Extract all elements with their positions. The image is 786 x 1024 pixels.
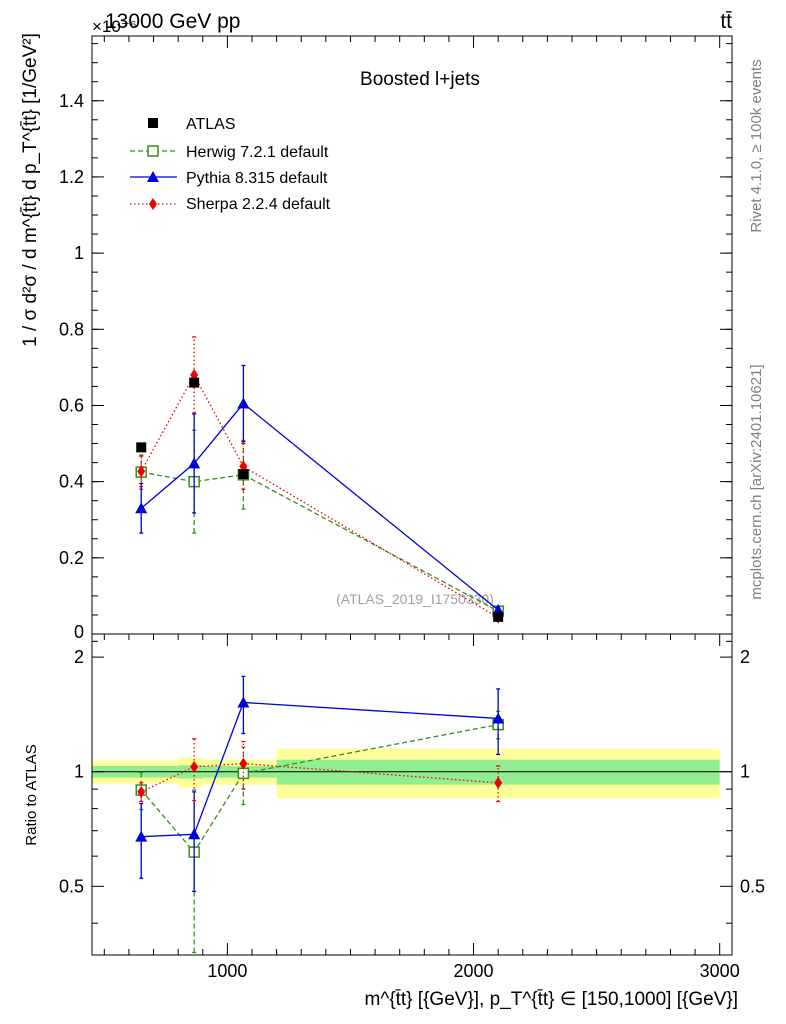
ratio-data-marks — [135, 675, 505, 954]
sherpa-marker — [137, 785, 146, 798]
pythia-marker — [135, 502, 148, 514]
main-y-tick-label: 1.4 — [59, 91, 84, 111]
main-panel: Boosted l+jets 1 / σ d²σ / d m^{t̄t} d p… — [20, 33, 733, 642]
legend-label-atlas: ATLAS — [186, 116, 236, 133]
sherpa-marker — [239, 757, 248, 770]
x-tick-label: 3000 — [700, 961, 740, 981]
pythia-marker — [135, 830, 148, 842]
header-exponent-label: ×10⁻⁶ — [92, 17, 137, 36]
pythia-marker — [237, 696, 250, 708]
legend-entry-sherpa: Sherpa 2.2.4 default — [130, 196, 331, 213]
x-tick-label: 1000 — [207, 961, 247, 981]
main-herwig-line — [141, 471, 499, 612]
main-y-axis-label: 1 / σ d²σ / d m^{t̄t} d p_T^{t̄t} [1/GeV… — [20, 33, 41, 347]
main-y-tick-label: 1 — [74, 243, 84, 263]
legend-marker-atlas — [148, 118, 158, 128]
mcplots-label: mcplots.cern.ch [arXiv:2401.10621] — [748, 364, 765, 599]
ratio-y-axis: 0.5 0.5 1 1 2 2 — [59, 640, 765, 924]
ratio-y-tick-label: 0.5 — [59, 876, 84, 896]
legend-entry-herwig: Herwig 7.2.1 default — [130, 144, 329, 161]
main-y-axis: 0.2 0.4 0.6 0.8 1 1.2 1.4 0 — [59, 43, 732, 642]
pythia-marker — [237, 397, 250, 409]
legend-label-sherpa: Sherpa 2.2.4 default — [186, 196, 331, 213]
legend-entry-atlas: ATLAS — [148, 116, 236, 133]
x-axis-label: m^{t̄t} [{GeV}], p_T^{t̄t} ∈ [150,1000] … — [365, 989, 738, 1010]
sherpa-marker — [494, 776, 503, 789]
atlas-marker — [238, 469, 249, 480]
ratio-pythia-line — [141, 701, 499, 838]
x-axis: 1000 2000 3000 — [103, 36, 740, 981]
legend: ATLAS Herwig 7.2.1 default Pythia 8.315 … — [130, 116, 331, 213]
sherpa-marker — [137, 465, 146, 478]
main-title: Boosted l+jets — [360, 69, 480, 90]
legend-marker-pythia — [147, 171, 159, 182]
main-y-zero-label: 0 — [74, 622, 84, 642]
ratio-herwig-line — [140, 723, 499, 854]
ratio-y-tick-label-right: 0.5 — [740, 876, 765, 896]
main-data-marks — [135, 336, 505, 624]
main-y-tick-label: 0.8 — [59, 319, 84, 339]
ratio-uncertainty-bands — [92, 748, 732, 799]
x-tick-label: 2000 — [454, 961, 494, 981]
ratio-panel: 0.5 0.5 1 1 2 2 Ratio to ATLAS 1000 2000 3000 m… — [23, 36, 765, 1010]
pythia-marker — [492, 712, 505, 724]
pythia-marker — [188, 828, 201, 840]
main-y-tick-label: 0.6 — [59, 395, 84, 415]
analysis-tag: (ATLAS_2019_I1750330) — [336, 591, 494, 607]
main-y-tick-label: 1.2 — [59, 167, 84, 187]
legend-marker-herwig — [147, 145, 159, 157]
sherpa-marker — [190, 760, 199, 773]
ratio-y-tick-label: 1 — [74, 762, 84, 782]
ratio-frame — [91, 633, 733, 956]
header-right-title: tt̄ — [720, 10, 732, 33]
main-pythia-line — [140, 402, 499, 611]
main-y-tick-label: 0.2 — [59, 548, 84, 568]
atlas-marker — [189, 377, 200, 388]
rivet-label: Rivet 4.1.0, ≥ 100k events — [748, 59, 765, 232]
legend-marker-sherpa — [149, 198, 157, 210]
ratio-sherpa-line — [140, 762, 499, 793]
main-y-tick-label: 0.4 — [59, 472, 84, 492]
atlas-marker — [136, 442, 147, 453]
ratio-y-axis-label: Ratio to ATLAS — [23, 744, 40, 845]
legend-label-pythia: Pythia 8.315 default — [186, 170, 328, 187]
legend-entry-pythia: Pythia 8.315 default — [130, 170, 328, 187]
atlas-marker — [493, 611, 504, 622]
ratio-y-tick-label-right: 1 — [740, 762, 750, 782]
ratio-y-tick-label: 2 — [74, 647, 84, 667]
legend-label-herwig: Herwig 7.2.1 default — [186, 144, 329, 161]
ratio-y-tick-label-right: 2 — [740, 647, 750, 667]
pythia-marker — [188, 457, 201, 469]
header-left-title: 13000 GeV pp — [105, 10, 240, 33]
